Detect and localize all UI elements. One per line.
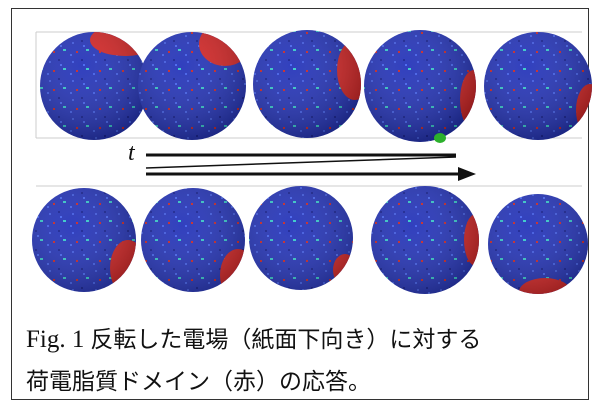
time-arrow: [146, 155, 476, 181]
caption-text: 荷電脂質ドメイン（赤）の応答。: [26, 369, 371, 395]
time-label: t: [128, 140, 136, 166]
caption-text: 反転した電場（紙面下向き）に対する: [90, 327, 481, 353]
vesicles: [20, 20, 601, 310]
page: t Fig. 1反転した電場（紙面下向き）に対する 荷電脂質ドメイン（赤）の応答…: [0, 0, 601, 412]
caption-line: 荷電脂質ドメイン（赤）の応答。: [26, 362, 371, 396]
caption-label: Fig. 1: [26, 326, 84, 353]
